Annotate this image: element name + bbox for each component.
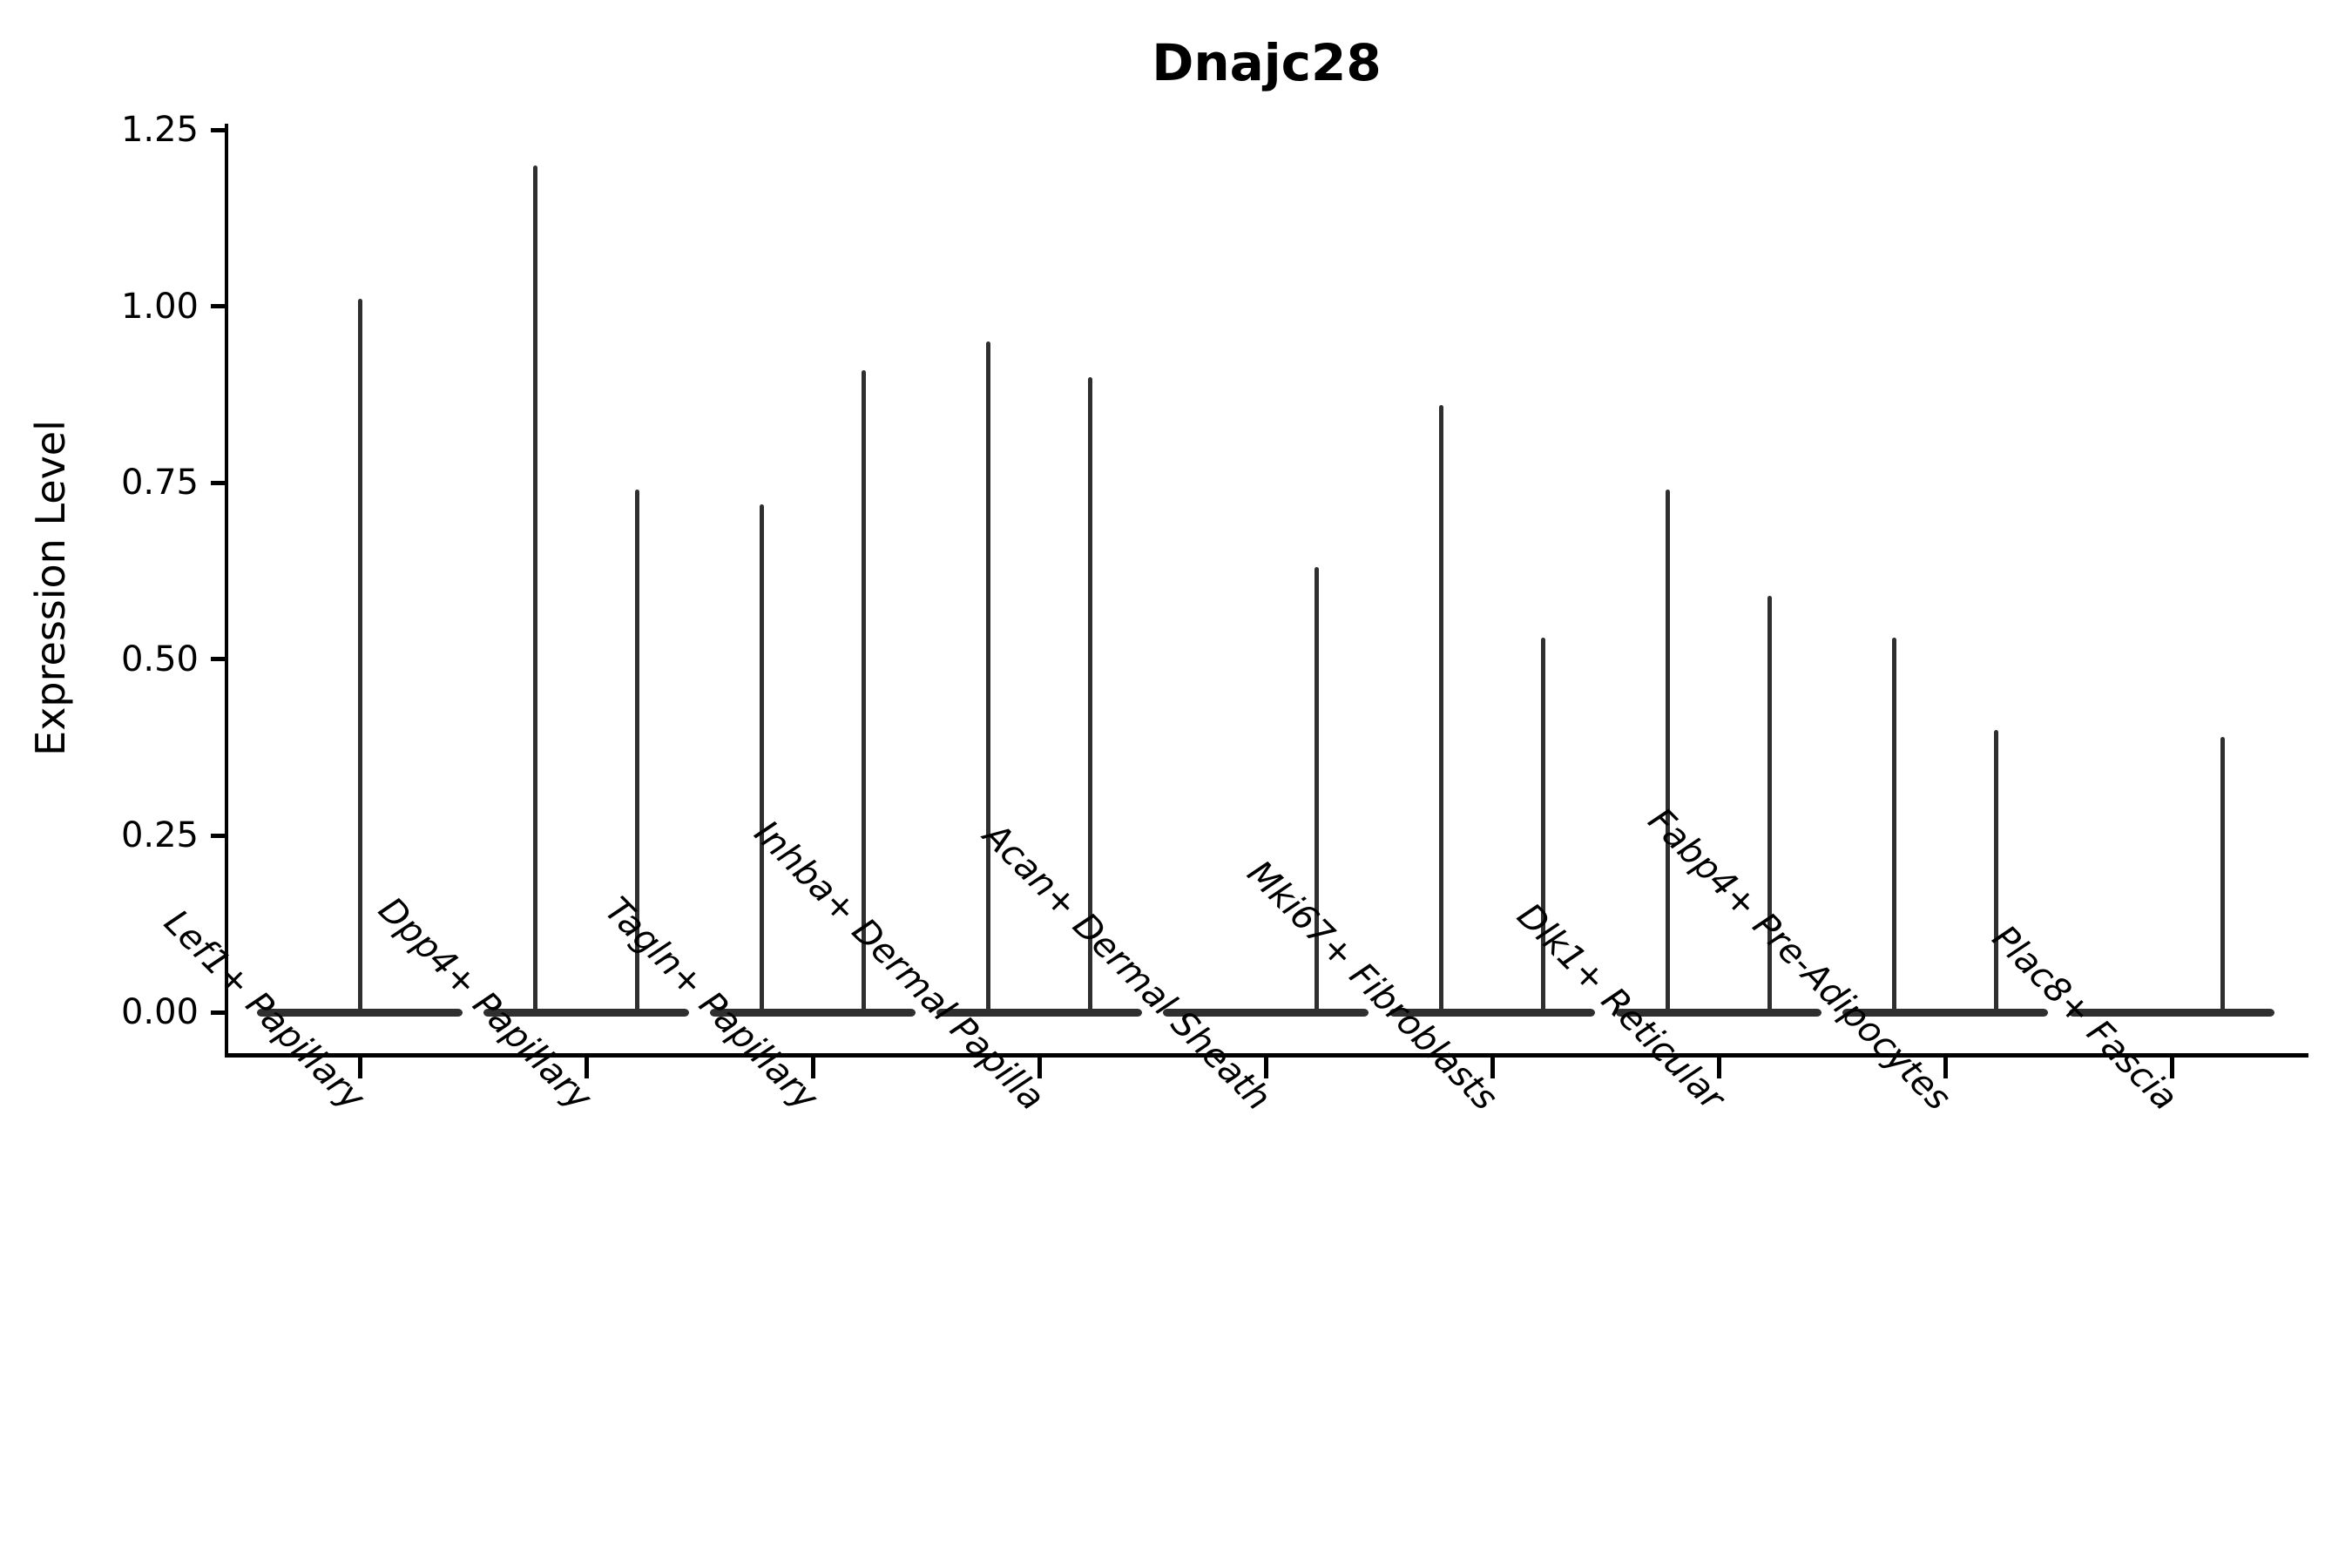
violin-spike [1541, 638, 1545, 1012]
y-tick-mark [211, 833, 225, 838]
violin-spike [1994, 729, 1998, 1012]
x-tick-mark [584, 1058, 589, 1078]
y-tick-label: 0.00 [120, 992, 199, 1032]
y-tick-mark [211, 127, 225, 132]
violin-base [2069, 1008, 2274, 1017]
violin-spike [635, 490, 639, 1012]
violin-spike [1088, 376, 1092, 1012]
x-tick-mark [357, 1058, 362, 1078]
violin-spike [357, 299, 362, 1012]
y-tick-label: 0.75 [120, 463, 199, 504]
x-tick-mark [2169, 1058, 2174, 1078]
violin-spike [2220, 736, 2225, 1012]
violin-base [1842, 1008, 2048, 1017]
violin-base [257, 1008, 463, 1017]
violin-spike [1439, 405, 1443, 1012]
x-tick-mark [810, 1058, 815, 1078]
x-tick-label: Mki67+ Fibroblasts [1240, 853, 1505, 1119]
y-tick-mark [211, 657, 225, 662]
x-tick-mark [1943, 1058, 1948, 1078]
violin-spike [1315, 567, 1319, 1012]
y-tick-label: 1.00 [120, 286, 199, 327]
y-tick-label: 1.25 [120, 110, 199, 150]
y-tick-mark [211, 1010, 225, 1015]
violin-base [483, 1008, 689, 1017]
x-axis-spine [225, 1053, 2308, 1058]
violin-base [1616, 1008, 1821, 1017]
x-tick-mark [1490, 1058, 1495, 1078]
x-tick-mark [1716, 1058, 1721, 1078]
x-tick-label: Tagln+ Papillary [597, 889, 826, 1119]
y-axis-spine [225, 124, 228, 1058]
violin-spike [1892, 638, 1896, 1012]
y-tick-mark [211, 304, 225, 309]
violin-base [710, 1008, 916, 1017]
violin-base [1389, 1008, 1595, 1017]
x-tick-mark [1037, 1058, 1042, 1078]
y-tick-mark [211, 480, 225, 485]
x-tick-label: Plac8+ Fascia [1984, 917, 2185, 1119]
violin-spike [986, 341, 990, 1012]
violin-base [936, 1008, 1142, 1017]
violin-base [1163, 1008, 1369, 1017]
violin-spike [760, 504, 764, 1012]
y-axis-label: Expression Level [27, 420, 74, 756]
y-tick-label: 0.25 [120, 815, 199, 856]
violin-spike [862, 369, 866, 1012]
violin-spike [1767, 595, 1772, 1012]
violin-spike [533, 165, 537, 1012]
x-tick-mark [1263, 1058, 1268, 1078]
y-tick-label: 0.50 [120, 639, 199, 679]
violin-spike [1666, 490, 1670, 1012]
chart-title: Dnajc28 [1152, 33, 1382, 92]
x-tick-label: Dpp4+ Papillary [370, 889, 599, 1119]
